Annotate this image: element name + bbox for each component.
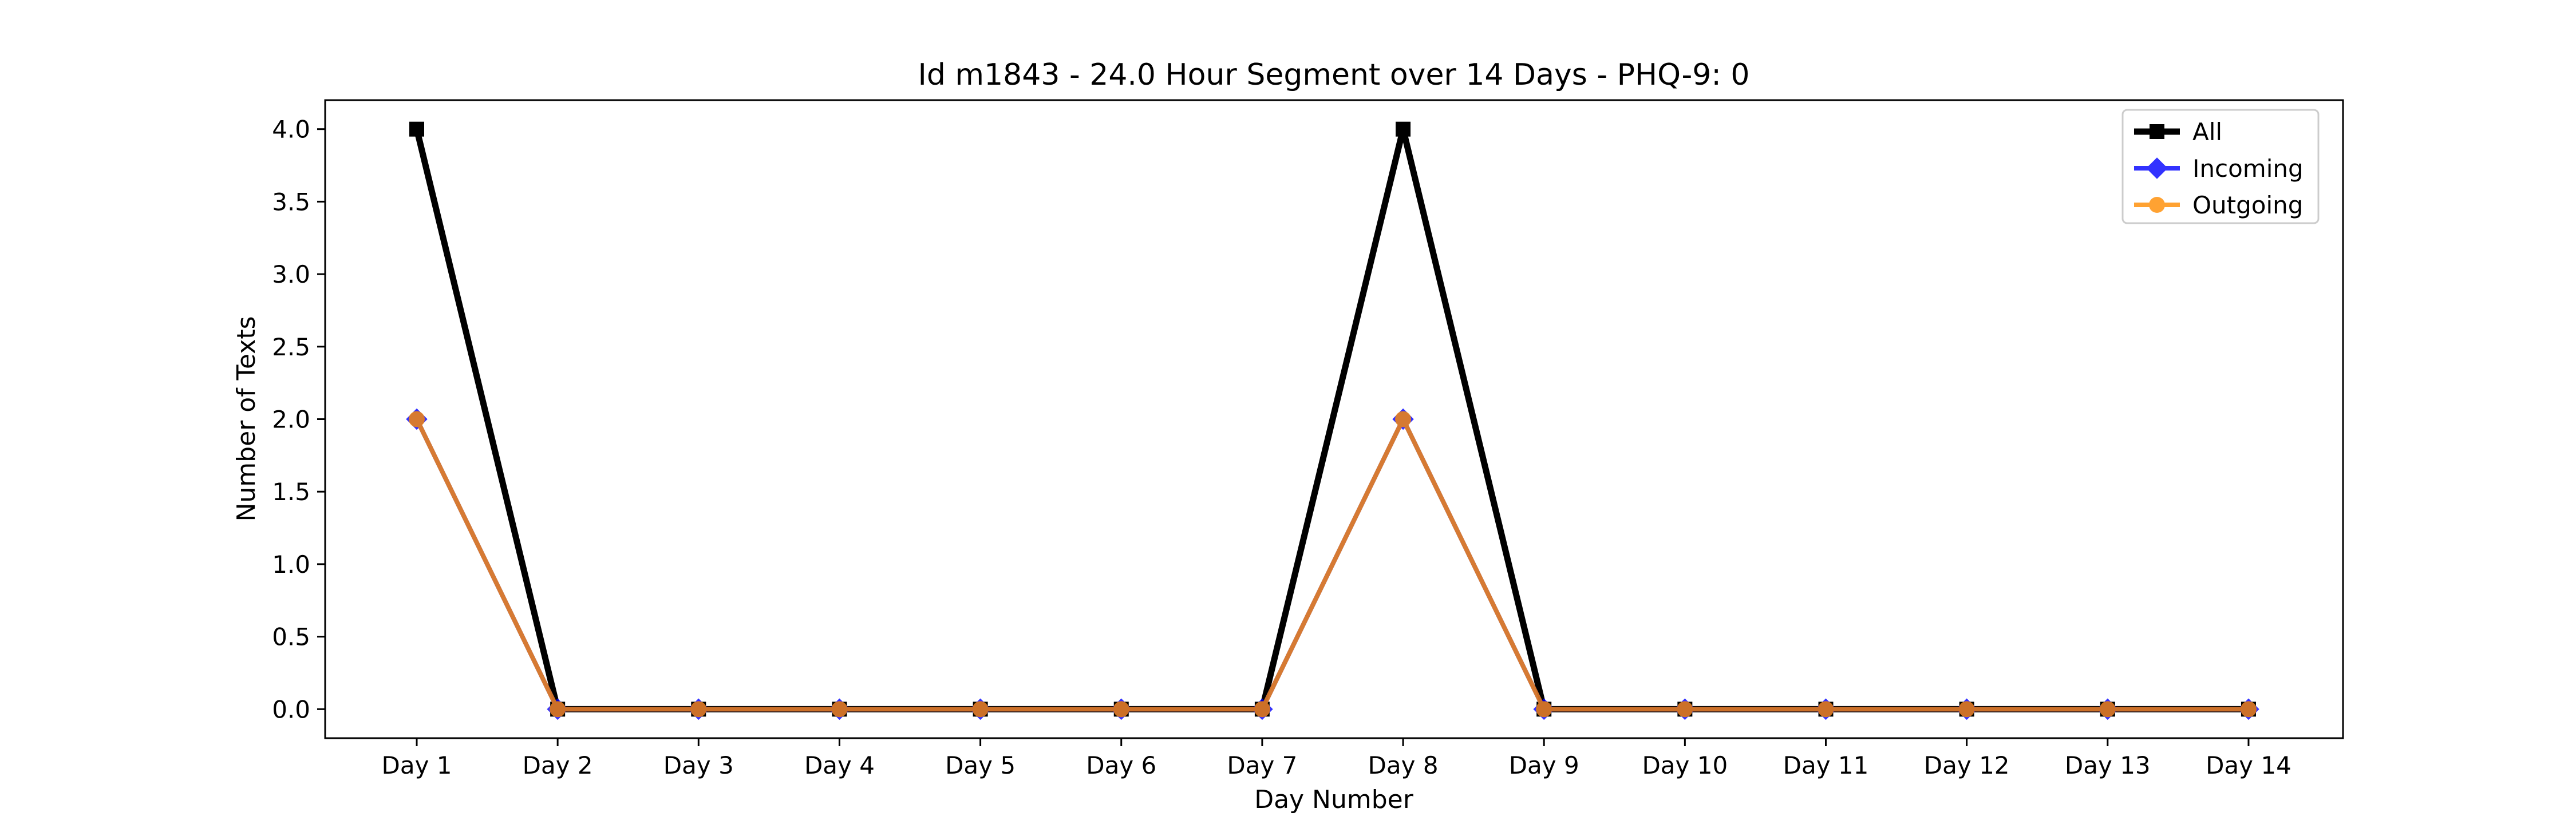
legend-label-all: All [2192,118,2222,146]
x-tick-label: Day 6 [1086,751,1156,779]
legend-entry-all [2134,124,2180,139]
x-tick-label: Day 7 [1227,751,1297,779]
x-tick-label: Day 14 [2206,751,2291,779]
data-point-outgoing [972,701,989,718]
data-point-all [1396,121,1411,137]
data-point-outgoing [1677,701,1693,718]
legend: All Incoming Outgoing [2121,109,2320,224]
data-point-outgoing [1254,701,1270,718]
data-point-outgoing [690,701,707,718]
x-tick-label: Day 5 [945,751,1016,779]
y-tick-label: 2.5 [272,333,310,361]
y-tick-label: 3.5 [272,188,310,216]
y-tick-label: 1.5 [272,478,310,506]
data-point-outgoing [1818,701,1834,718]
legend-marker-incoming [2146,157,2168,179]
series-line-outgoing [414,414,2249,712]
legend-entry-outgoing [2134,197,2180,213]
x-tick-label: Day 4 [804,751,875,779]
data-point-outgoing [2240,701,2257,718]
x-tick-label: Day 13 [2065,751,2151,779]
x-tick-label: Day 11 [1783,751,1869,779]
x-tick-label: Day 9 [1509,751,1579,779]
data-point-outgoing [1536,701,1552,718]
y-axis-label: Number of Texts [232,316,261,521]
data-point-outgoing [550,701,566,718]
x-tick-label: Day 10 [1642,751,1728,779]
legend-marker-all [2150,124,2164,139]
y-tick-label: 1.0 [272,550,310,579]
y-tick-label: 2.0 [272,406,310,434]
x-axis: Day 1 Day 2 Day 3 Day 4 Day 5 Day 6 Day 7 Day 8… [381,738,2291,779]
y-axis: 0.0 0.5 1.0 1.5 2.0 2.5 3.0 3.5 4.0 [272,116,325,723]
x-tick-label: Day 2 [523,751,593,779]
y-tick-label: 3.0 [272,260,310,288]
x-tick-label: Day 12 [1924,751,2010,779]
data-point-outgoing [1395,411,1412,427]
x-tick-label: Day 8 [1368,751,1439,779]
x-tick-label: Day 3 [663,751,734,779]
x-tick-label: Day 1 [381,751,452,779]
data-point-all [409,121,424,137]
data-point-outgoing [2099,701,2116,718]
chart-title: Id m1843 - 24.0 Hour Segment over 14 Day… [918,58,1750,92]
y-tick-label: 4.0 [272,116,310,144]
y-tick-label: 0.0 [272,695,310,723]
y-tick-label: 0.5 [272,623,310,651]
data-point-outgoing [1958,701,1975,718]
legend-entry-incoming [2134,157,2180,179]
legend-box [2121,109,2320,224]
data-point-outgoing [409,411,425,427]
plot-area [406,121,2259,720]
data-point-outgoing [1113,701,1129,718]
data-point-outgoing [831,701,848,718]
series-outgoing [409,411,2257,718]
legend-label-outgoing: Outgoing [2192,191,2303,219]
legend-label-incoming: Incoming [2192,154,2304,183]
x-axis-label: Day Number [1254,785,1414,814]
legend-marker-outgoing [2149,197,2165,213]
